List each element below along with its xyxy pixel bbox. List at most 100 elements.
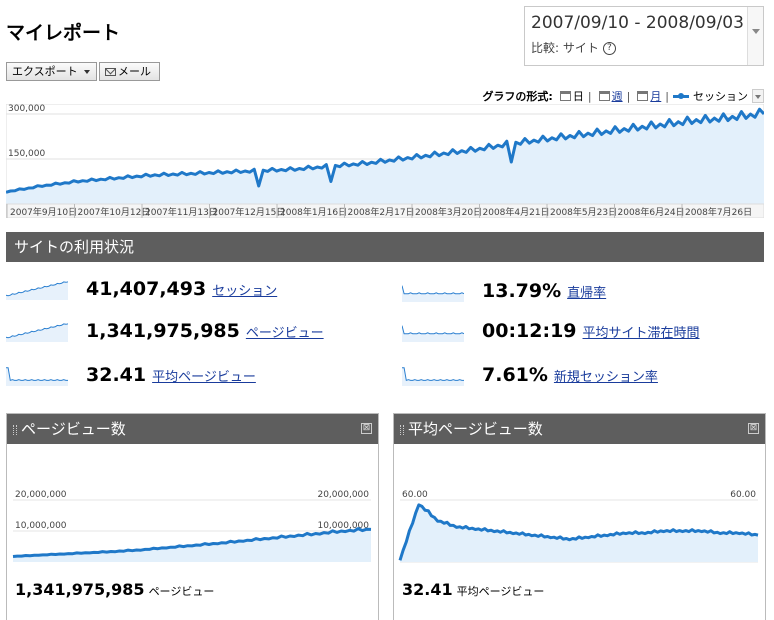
sessions-series-area [6, 109, 764, 204]
avg-pageviews-unit: 平均ページビュー [456, 585, 545, 598]
usage-header: サイトの利用状況 [6, 232, 764, 262]
pageviews-panel-title: ページビュー数 [21, 420, 126, 438]
date-dropdown-arrow[interactable] [747, 7, 763, 65]
metric-link-bounce-rate[interactable]: 直帰率 [567, 285, 607, 301]
sparkline-area [402, 367, 464, 386]
sparkline-area [6, 281, 68, 300]
x-tick-label: 2008年6月24日 [618, 206, 685, 218]
metric-value: 1,341,975,985 [86, 320, 240, 342]
metric-bounce-rate: 13.79% 直帰率 [402, 280, 606, 302]
date-range-text: 2007/09/10 - 2008/09/03 [531, 13, 744, 33]
x-tick-label: 2007年9月10日 [10, 206, 77, 218]
drag-handle-icon[interactable] [400, 424, 404, 435]
pageviews-panel: ページビュー数 ⊠ 20,000,000 20,000,000 10,000,000… [6, 413, 379, 620]
x-tick-label: 2008年4月21日 [483, 206, 550, 218]
sparkline-bounce-rate [402, 285, 464, 302]
calendar-month-icon [637, 91, 649, 101]
graph-month-option[interactable]: 月 [650, 90, 662, 103]
avg-pageviews-panel-title: 平均ページビュー数 [408, 420, 543, 438]
sparkline-pageviews [6, 323, 68, 342]
x-tick-label: 2008年1月16日 [280, 206, 347, 218]
mail-label: メール [118, 65, 151, 78]
pageviews-series-line [12, 527, 372, 558]
sparkline-line [402, 367, 464, 382]
metric-value: 7.61% [482, 364, 548, 386]
calendar-day-icon [559, 91, 571, 101]
sparkline-new-sessions [402, 367, 464, 386]
avg-pageviews-summary: 32.41 平均ページビュー [402, 580, 544, 599]
avg-pageviews-total: 32.41 [402, 580, 453, 599]
metric-sessions: 41,407,493 セッション [6, 278, 277, 300]
avg-pageviews-series-line [398, 503, 759, 561]
pageviews-chart: 20,000,000 20,000,000 10,000,000 10,000,000 [12, 490, 372, 562]
sparkline-avg-time [402, 325, 464, 342]
x-axis-band [6, 203, 764, 218]
avg-pageviews-panel-header[interactable]: 平均ページビュー数 ⊠ [394, 414, 765, 444]
main-chart: 300,000300,000150,000150,0002007年9月10日20… [6, 104, 764, 218]
y-tick-label-right: 20,000,000 [317, 490, 369, 500]
calendar-week-icon [598, 91, 610, 101]
pageviews-panel-header[interactable]: ページビュー数 ⊠ [7, 414, 378, 444]
avg-pageviews-series-area [400, 504, 758, 562]
pageviews-summary: 1,341,975,985 ページビュー [15, 580, 214, 599]
metric-link-avg-pageviews[interactable]: 平均ページビュー [152, 369, 256, 385]
x-tick-label: 2007年10月12日 [78, 206, 151, 218]
metric-dropdown-icon[interactable] [752, 89, 764, 103]
sparkline-line [402, 285, 464, 295]
mail-button[interactable]: メール [99, 62, 160, 81]
x-tick-label: 2008年2月17日 [348, 206, 415, 218]
y-tick-label: 20,000,000 [15, 490, 67, 500]
sparkline-area [6, 367, 68, 386]
pageviews-unit: ページビュー [148, 585, 215, 598]
close-icon[interactable]: ⊠ [361, 423, 372, 434]
y-tick-label: 150,000 [8, 149, 45, 159]
sparkline-avg-pageviews [6, 367, 68, 386]
metric-avg-time: 00:12:19 平均サイト滞在時間 [402, 320, 700, 342]
x-tick-label: 2007年12月15日 [213, 206, 286, 218]
x-tick-label: 2008年7月26日 [685, 206, 752, 218]
sparkline-line [6, 367, 68, 382]
chevron-down-icon [83, 70, 90, 74]
metric-value: 32.41 [86, 364, 147, 386]
mail-icon [105, 68, 116, 76]
metric-new-sessions: 7.61% 新規セッション率 [402, 364, 658, 386]
y-tick-label-right: 10,000,000 [317, 521, 369, 531]
metric-value: 41,407,493 [86, 278, 207, 300]
metric-link-new-sessions[interactable]: 新規セッション率 [553, 369, 658, 385]
y-tick-label: 60.00 [402, 490, 428, 500]
x-tick-label: 2008年5月23日 [550, 206, 617, 218]
metric-link-avg-time[interactable]: 平均サイト滞在時間 [582, 325, 700, 341]
y-tick-label: 300,000 [8, 104, 45, 114]
y-tick-label-right: 60.00 [730, 490, 756, 500]
close-icon[interactable]: ⊠ [748, 423, 759, 434]
x-tick-label: 2008年3月20日 [415, 206, 482, 218]
pageviews-total: 1,341,975,985 [15, 580, 145, 599]
graph-day-option[interactable]: 日 [572, 90, 584, 103]
compare-row: 比較: サイト? [531, 39, 616, 56]
metric-avg-pageviews: 32.41 平均ページビュー [6, 364, 256, 386]
x-tick-label: 2007年11月13日 [145, 206, 218, 218]
metric-link-pageviews[interactable]: ページビュー [245, 325, 324, 341]
help-icon[interactable]: ? [602, 42, 616, 55]
drag-handle-icon[interactable] [13, 424, 17, 435]
sparkline-line [6, 281, 68, 297]
date-range-selector[interactable]: 2007/09/10 - 2008/09/03 比較: サイト? [524, 6, 764, 66]
metric-link-sessions[interactable]: セッション [212, 283, 278, 299]
separator: | [665, 89, 669, 103]
graph-controls: グラフの形式: 日 | 週 | 月 | セッション [482, 88, 764, 104]
metric-value: 13.79% [482, 280, 562, 302]
separator: | [626, 89, 631, 103]
sparkline-line [6, 323, 68, 339]
y-tick-label: 10,000,000 [15, 521, 67, 531]
page-title: マイレポート [6, 22, 121, 44]
separator: | [587, 89, 592, 103]
metric-value: 00:12:19 [482, 320, 577, 342]
metric-pageviews: 1,341,975,985 ページビュー [6, 320, 324, 342]
graph-week-option[interactable]: 週 [611, 90, 623, 103]
graph-metric-label: セッション [693, 90, 748, 103]
export-button[interactable]: エクスポート [6, 62, 97, 81]
export-label: エクスポート [12, 65, 78, 78]
line-legend-icon [673, 92, 689, 99]
